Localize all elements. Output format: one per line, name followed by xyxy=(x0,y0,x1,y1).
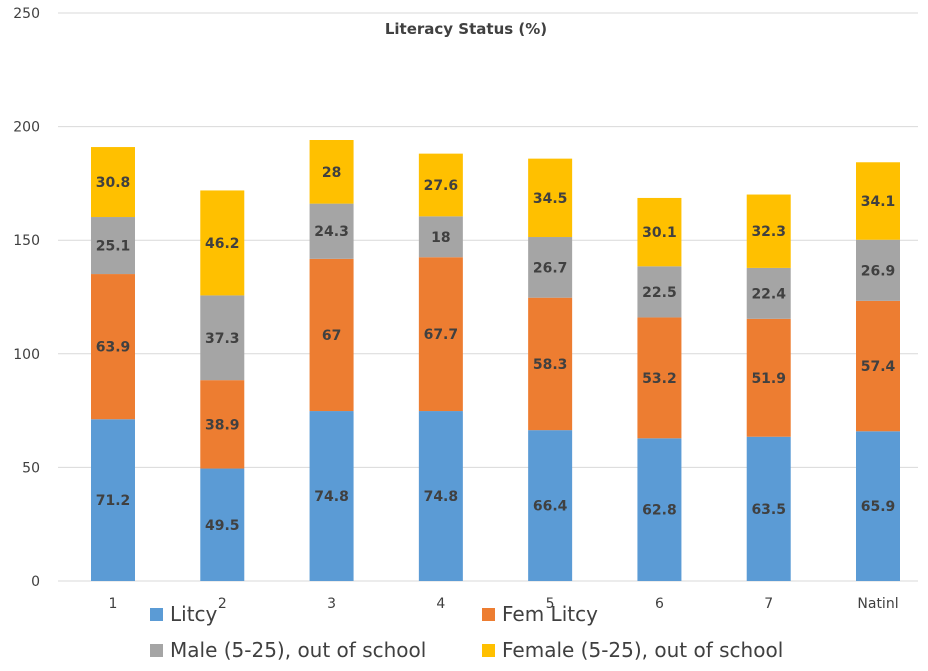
bar-segment xyxy=(528,297,573,431)
x-axis-ticks: 1 2 3 4 5 6 7 Natinl xyxy=(109,596,899,612)
data-label: 63.9 xyxy=(96,340,131,356)
data-label: 30.1 xyxy=(642,225,677,241)
data-label: 28 xyxy=(322,165,341,181)
bar-segment xyxy=(637,266,682,318)
data-label: 25.1 xyxy=(96,239,131,255)
legend-swatch xyxy=(150,644,163,657)
x-tick-label: 6 xyxy=(655,596,664,612)
data-label: 74.8 xyxy=(314,489,349,505)
data-label: 66.4 xyxy=(533,499,568,515)
bar-segment xyxy=(91,419,135,581)
data-label: 46.2 xyxy=(205,236,240,252)
data-label: 37.3 xyxy=(205,331,240,347)
y-tick-label: 50 xyxy=(22,460,40,476)
y-tick-label: 0 xyxy=(31,574,40,590)
data-label: 67.7 xyxy=(424,327,459,343)
bar-segment xyxy=(746,267,791,319)
bar-segment xyxy=(91,274,135,420)
bar-segment xyxy=(418,153,463,217)
bar-segment xyxy=(91,147,135,218)
x-tick-label: 3 xyxy=(327,596,336,612)
bar-segment xyxy=(746,318,791,437)
data-label: 49.5 xyxy=(205,518,240,534)
data-label: 34.5 xyxy=(533,191,568,207)
bar-segment xyxy=(200,380,245,469)
data-label: 71.2 xyxy=(96,493,131,509)
y-tick-label: 100 xyxy=(13,347,40,363)
data-label: 58.3 xyxy=(533,357,568,373)
bars xyxy=(91,140,900,581)
chart-title: Literacy Status (%) xyxy=(385,20,547,38)
data-label: 22.4 xyxy=(751,286,786,302)
bar-segment xyxy=(637,438,682,581)
data-label: 38.9 xyxy=(205,417,240,433)
legend-swatch xyxy=(482,644,495,657)
data-label: 63.5 xyxy=(751,502,786,518)
legend-label: Male (5-25), out of school xyxy=(170,638,426,662)
x-tick-label: 7 xyxy=(764,596,773,612)
bar-segment xyxy=(856,162,900,240)
legend-swatch xyxy=(150,608,163,621)
legend-label: Female (5-25), out of school xyxy=(502,638,783,662)
bar-segment xyxy=(528,430,573,581)
bar-segment xyxy=(91,217,135,275)
data-label: 22.5 xyxy=(642,285,677,301)
data-label: 57.4 xyxy=(861,359,896,375)
x-tick-label: 5 xyxy=(546,596,555,612)
bar-segment xyxy=(746,436,791,581)
data-label: 27.6 xyxy=(424,178,459,194)
bar-segment xyxy=(200,468,245,581)
bar-segment xyxy=(309,411,354,581)
data-label: 34.1 xyxy=(861,194,896,210)
data-label: 24.3 xyxy=(314,224,349,240)
data-label: 65.9 xyxy=(861,499,896,515)
data-label: 67 xyxy=(322,328,341,344)
data-label: 26.9 xyxy=(861,263,896,279)
bar-segment xyxy=(528,158,573,238)
data-label: 32.3 xyxy=(751,224,786,240)
bar-segment xyxy=(418,216,463,258)
bar-segment xyxy=(309,258,354,412)
data-label: 18 xyxy=(431,230,450,246)
data-label: 53.2 xyxy=(642,371,677,387)
legend-label: Litcy xyxy=(170,602,218,626)
y-tick-label: 200 xyxy=(13,120,40,136)
bar-segment xyxy=(309,203,354,259)
x-tick-label: 1 xyxy=(109,596,118,612)
legend: Litcy Fem Litcy Male (5-25), out of school… xyxy=(150,602,783,662)
y-tick-label: 150 xyxy=(13,233,40,249)
x-tick-label: 2 xyxy=(218,596,227,612)
bar-segment xyxy=(309,140,354,204)
data-label: 51.9 xyxy=(751,371,786,387)
data-label: 26.7 xyxy=(533,260,568,276)
bar-segment xyxy=(200,190,245,296)
bar-segment xyxy=(856,239,900,301)
bar-segment xyxy=(856,300,900,432)
bar-segment xyxy=(637,317,682,439)
data-label: 62.8 xyxy=(642,503,677,519)
bar-segment xyxy=(528,237,573,298)
bar-segment xyxy=(637,197,682,267)
data-labels: 71.2 63.9 25.1 30.8 49.5 38.9 37.3 46.2 74.8 67 24… xyxy=(96,165,896,534)
y-axis-ticks: 0 50 100 150 200 250 xyxy=(13,6,40,590)
bar-segment xyxy=(856,431,900,581)
x-tick-label: 4 xyxy=(436,596,445,612)
legend-swatch xyxy=(482,608,495,621)
x-tick-label: Natinl xyxy=(857,596,898,612)
bar-segment xyxy=(418,411,463,581)
data-label: 74.8 xyxy=(424,489,459,505)
bar-segment xyxy=(746,194,791,268)
data-label: 30.8 xyxy=(96,175,131,191)
bar-segment xyxy=(418,257,463,412)
legend-label: Fem Litcy xyxy=(502,602,598,626)
y-tick-label: 250 xyxy=(13,6,40,22)
bar-segment xyxy=(200,295,245,381)
